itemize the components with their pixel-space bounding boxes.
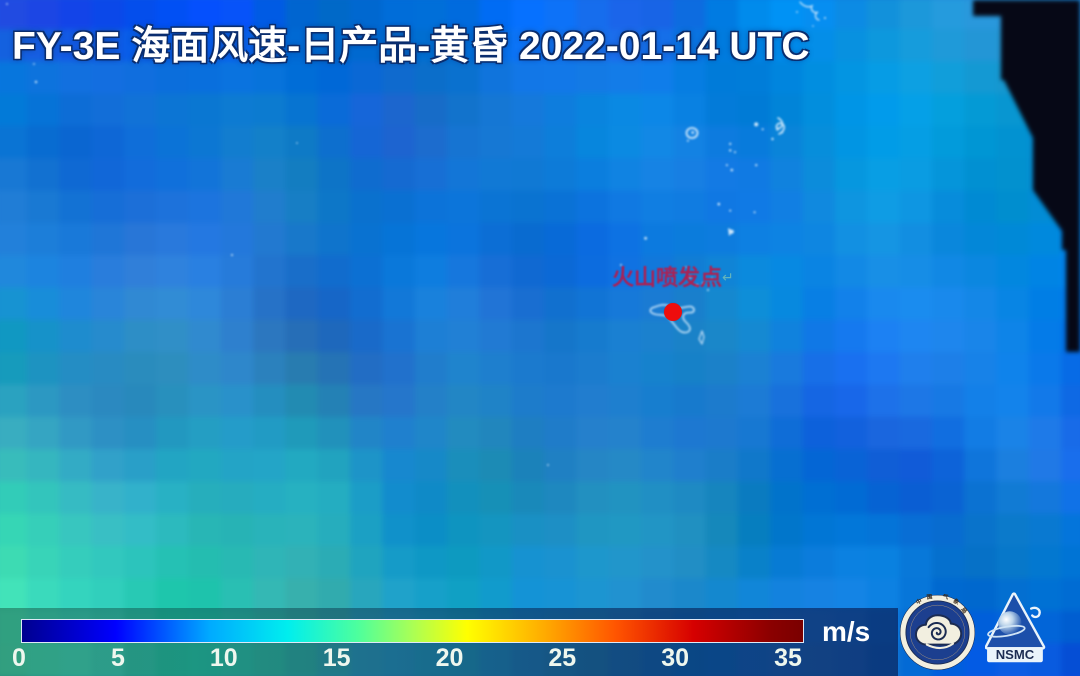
- svg-text:国: 国: [926, 594, 933, 601]
- svg-text:NSMC: NSMC: [996, 647, 1035, 662]
